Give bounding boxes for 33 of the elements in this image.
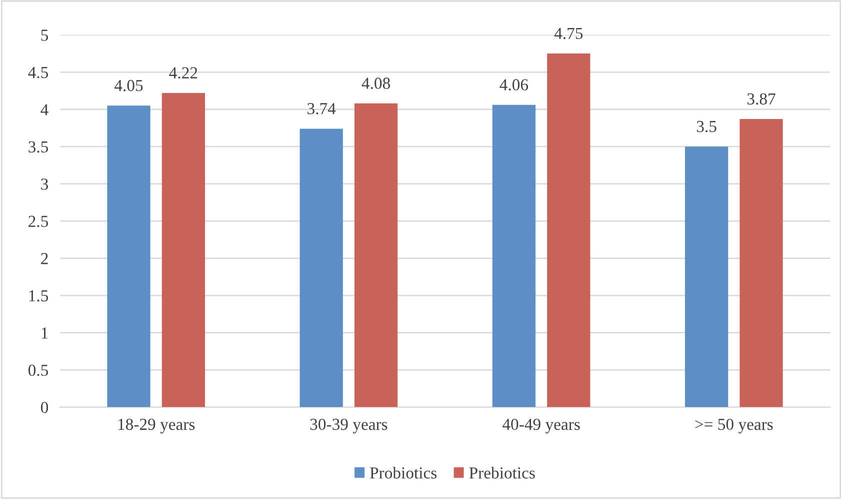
- bar: [300, 128, 343, 408]
- y-tick-label: 1: [42, 328, 48, 339]
- bar: [354, 103, 398, 408]
- data-label: 3.74: [308, 103, 336, 114]
- data-label: 3.5: [696, 120, 716, 132]
- y-tick-label: 4.5: [28, 66, 48, 78]
- bar: [492, 104, 536, 408]
- data-label: 4.08: [362, 78, 390, 89]
- y-tick-label: 2.5: [28, 216, 48, 228]
- legend-label: Prebiotics: [469, 466, 535, 479]
- y-tick-label: 2: [41, 253, 48, 264]
- x-tick-label: 30-39 years: [310, 418, 388, 434]
- data-label: 3.87: [747, 93, 776, 105]
- y-tick-label: 0.5: [28, 364, 48, 376]
- legend-label: Probiotics: [370, 466, 437, 479]
- data-label: 4.05: [114, 80, 143, 92]
- y-tick-label: 5: [41, 30, 48, 41]
- y-tick-label: 3: [41, 178, 48, 190]
- x-tick-label: >= 50 years: [695, 418, 773, 434]
- data-label: 4.75: [554, 28, 583, 40]
- bar: [547, 54, 590, 408]
- data-label: 4.22: [169, 67, 198, 79]
- y-tick-label: 3.5: [28, 141, 48, 153]
- y-tick-label: 0: [40, 402, 48, 414]
- x-tick-label: 40-49 years: [502, 418, 580, 434]
- bar: [107, 106, 150, 408]
- y-tick-label: 1.5: [29, 290, 48, 302]
- data-label: 4.06: [500, 79, 528, 90]
- y-tick-label: 4: [40, 104, 48, 116]
- x-tick-label: 18-29 years: [118, 418, 195, 434]
- bar: [162, 93, 206, 408]
- bar: [740, 119, 783, 408]
- bar: [684, 146, 728, 408]
